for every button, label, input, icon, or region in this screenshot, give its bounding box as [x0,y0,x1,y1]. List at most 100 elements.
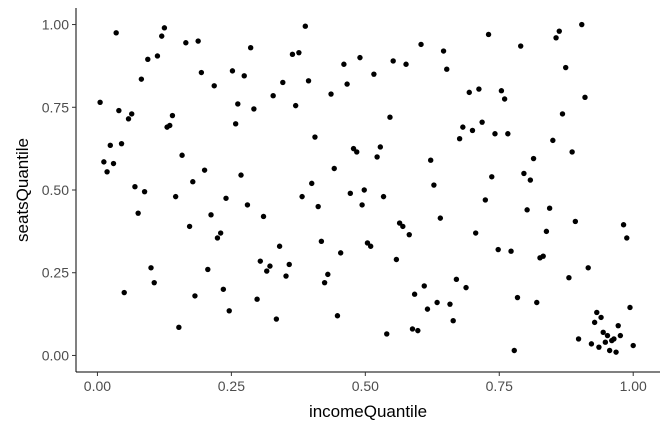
data-point [556,28,562,34]
data-point [186,223,193,230]
x-tick-label: 1.00 [620,378,647,394]
data-point [411,291,418,297]
data-point [588,341,595,347]
data-point [205,266,211,273]
data-point [456,136,463,142]
data-point [524,207,530,213]
data-point [530,155,537,162]
data-point [550,137,556,144]
data-point [620,222,627,228]
data-point [347,190,354,197]
y-axis-title: seatsQuantile [13,138,32,242]
y-tick-label: 0.25 [42,265,69,281]
data-point [321,279,328,286]
data-point [466,89,472,96]
data-point [374,154,380,160]
data-point [101,159,107,165]
data-point [569,149,575,155]
data-point [110,160,117,167]
data-point [521,170,527,177]
data-point [495,246,501,253]
data-point [208,212,214,218]
data-point [400,223,406,230]
data-point [334,313,341,319]
data-point [600,329,606,335]
data-point [421,283,427,289]
data-point [598,314,604,321]
data-point [387,114,393,120]
data-point [354,149,360,155]
data-point [350,145,357,152]
data-point [254,296,260,302]
data-point [596,344,602,350]
data-point [223,195,229,201]
data-point [167,122,173,129]
data-point [318,238,325,244]
data-point [582,94,588,101]
data-point [172,193,179,200]
data-point [508,248,514,254]
data-point [453,276,460,283]
data-point [341,61,347,67]
data-point [305,78,312,84]
data-point [129,111,135,117]
data-point [534,299,540,306]
data-point [591,319,598,326]
data-point [286,261,292,268]
data-point [396,220,403,226]
data-point [505,131,511,137]
data-point [211,83,217,89]
data-point [118,140,125,147]
data-point [472,230,479,236]
data-point [217,230,224,236]
data-point [97,99,103,106]
data-point [264,268,270,274]
data-point [260,213,267,220]
data-point [540,253,546,259]
data-point [384,331,390,337]
data-point [159,33,165,39]
data-point [563,64,569,71]
data-point [145,56,151,62]
data-point [393,256,400,263]
data-point [289,51,296,58]
data-point [630,342,636,349]
data-point [226,308,232,314]
data-point [132,183,138,190]
data-point [460,124,466,130]
x-tick-label: 0.25 [218,378,245,394]
data-point [325,271,331,278]
data-point [296,49,302,56]
data-point [627,304,633,311]
data-point [434,299,440,306]
data-point [214,235,221,241]
x-tick-label: 0.50 [352,378,379,394]
data-point [566,274,572,281]
data-point [476,86,482,92]
data-point [344,81,350,87]
data-point [302,23,309,29]
data-point [251,106,257,112]
data-point [121,289,127,296]
data-point [390,58,396,64]
data-point [604,332,611,339]
data-point [463,284,469,291]
data-point [482,197,489,203]
data-point [267,263,273,269]
data-point [403,61,409,67]
data-point [357,54,363,61]
data-point [377,144,384,150]
data-point [437,215,444,221]
data-point [572,218,579,225]
data-point [367,243,374,249]
data-point [292,102,299,109]
data-point [479,119,485,125]
data-point [116,107,122,114]
data-point [611,336,617,342]
data-point [198,69,205,76]
data-point [469,127,476,134]
data-point [514,294,521,301]
data-point [235,101,241,107]
y-axis-ticks: 0.00 0.25 0.50 0.75 1.00 [42,17,76,363]
